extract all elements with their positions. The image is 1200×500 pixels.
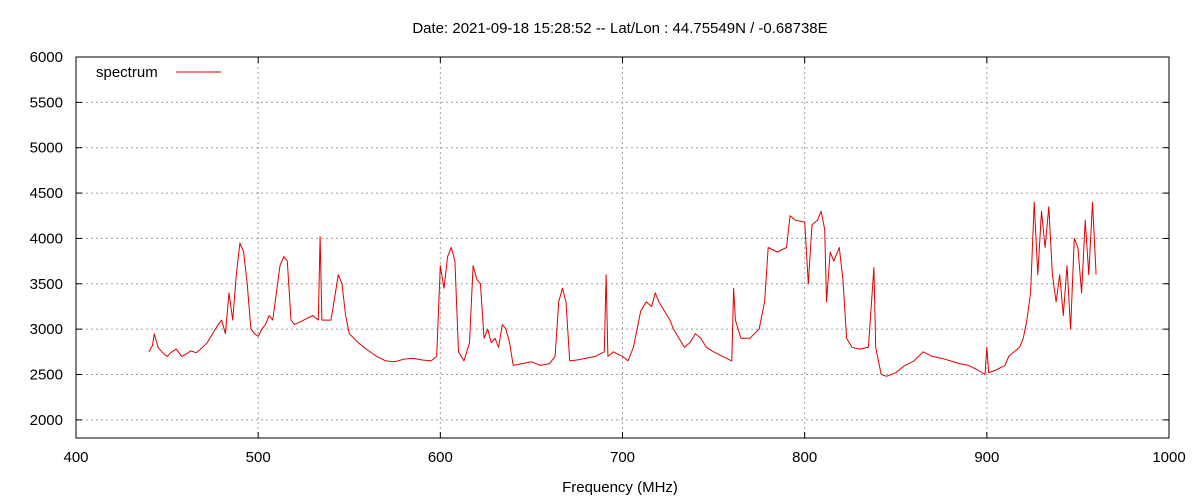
- y-axis-ticks: 2000 2500 3000 3500 4000 4500 5000 5500 6000: [30, 49, 1169, 429]
- legend: spectrum: [96, 64, 221, 81]
- x-tick-label: 700: [610, 449, 635, 466]
- x-tick-label: 500: [246, 449, 271, 466]
- y-tick-label: 4000: [30, 230, 63, 247]
- legend-label-spectrum: spectrum: [96, 64, 158, 81]
- x-tick-label: 1000: [1152, 449, 1185, 466]
- x-tick-label: 800: [792, 449, 817, 466]
- y-tick-label: 2500: [30, 367, 63, 384]
- y-tick-label: 2000: [30, 412, 63, 429]
- grid-lines: [76, 57, 1169, 438]
- y-tick-label: 6000: [30, 49, 63, 66]
- y-tick-label: 5000: [30, 140, 63, 157]
- x-tick-label: 600: [428, 449, 453, 466]
- x-axis-ticks: 400 500 600 700 800 900 1000: [63, 57, 1186, 466]
- x-tick-label: 900: [974, 449, 999, 466]
- y-tick-label: 4500: [30, 185, 63, 202]
- y-tick-label: 5500: [30, 94, 63, 111]
- y-tick-label: 3500: [30, 276, 63, 293]
- series-group: [148, 201, 1097, 377]
- x-tick-label: 400: [63, 449, 88, 466]
- x-axis-title: Frequency (MHz): [562, 479, 678, 496]
- y-tick-label: 3000: [30, 321, 63, 338]
- chart-title: Date: 2021-09-18 15:28:52 -- Lat/Lon : 4…: [412, 20, 827, 37]
- series-line-spectrum: [148, 201, 1097, 377]
